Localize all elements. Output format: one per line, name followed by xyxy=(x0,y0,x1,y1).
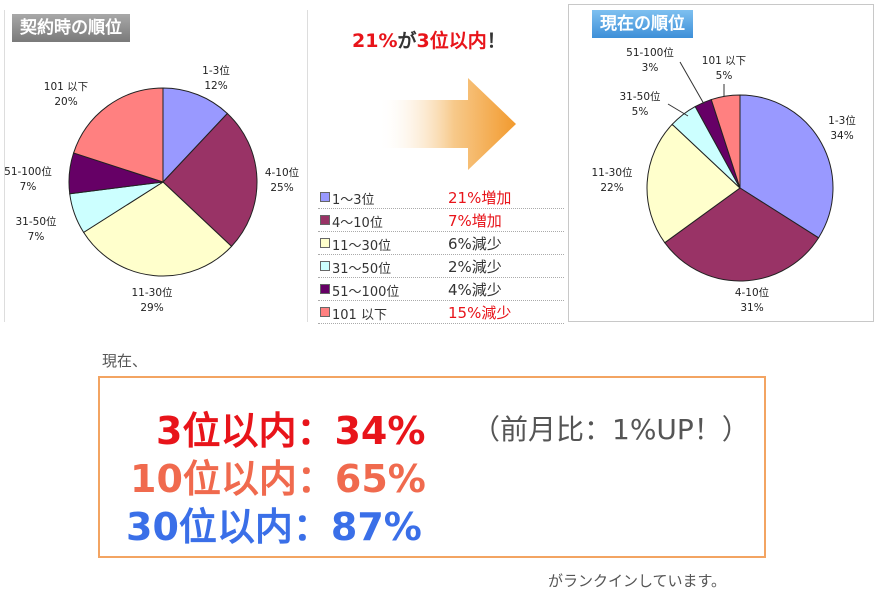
pie-slice xyxy=(82,181,233,277)
slice-label: 4-10位 xyxy=(735,286,770,299)
slice-label: 31-50位 xyxy=(619,90,661,103)
legend-swatch xyxy=(320,307,330,317)
legend-change: 7%増加 xyxy=(448,212,502,230)
slice-value-label: 3% xyxy=(642,62,659,74)
legend-change: 21%増加 xyxy=(448,189,512,207)
legend-label: 51～100位 xyxy=(332,285,400,300)
summary-top3: 3位以内：34% xyxy=(156,409,426,453)
headline-pct: 21% xyxy=(352,30,398,52)
slice-value-label: 7% xyxy=(28,231,45,243)
legend-swatch xyxy=(320,215,330,225)
legend-label: 1～3位 xyxy=(332,193,375,208)
summary-top10: 10位以内：65% xyxy=(130,457,426,501)
summary-top3-note: （前月比：1%UP！） xyxy=(472,413,750,446)
headline-mid: が xyxy=(397,30,417,52)
slice-label: 31-50位 xyxy=(15,215,57,228)
initial-rank-title: 契約時の順位 xyxy=(12,14,130,42)
legend-row: 31～50位 2%減少 xyxy=(318,255,564,278)
legend-label: 31～50位 xyxy=(332,262,392,277)
legend-change: 6%減少 xyxy=(448,235,502,253)
arrow-icon xyxy=(378,78,516,170)
pie-slice xyxy=(162,112,258,248)
pie-slice xyxy=(664,187,820,282)
legend-swatch xyxy=(320,238,330,248)
headline-rank: 3位以内 xyxy=(416,30,487,52)
slice-label: 101 以下 xyxy=(44,81,88,93)
slice-label: 101 以下 xyxy=(702,55,746,67)
leader-line xyxy=(667,103,689,117)
legend-row: 11～30位 6%減少 xyxy=(318,232,564,255)
legend-row: 1～3位 21%増加 xyxy=(318,186,564,209)
slice-label: 1-3位 xyxy=(828,114,856,127)
legend-change: 15%減少 xyxy=(448,304,512,322)
slice-value-label: 5% xyxy=(632,106,649,118)
legend-swatch xyxy=(320,192,330,202)
legend-row: 4～10位 7%増加 xyxy=(318,209,564,232)
pie-slice xyxy=(162,87,229,184)
legend-swatch xyxy=(320,261,330,271)
change-legend: 1～3位 21%増加 4～10位 7%増加 11～30位 6%減少 31～50位 2%減… xyxy=(318,186,564,324)
legend-label: 11～30位 xyxy=(332,239,392,254)
headline-end: ！ xyxy=(486,30,506,52)
pie-slice xyxy=(646,123,741,244)
slice-value-label: 34% xyxy=(830,130,853,142)
summary-footer: がランクインしています。 xyxy=(548,572,727,590)
summary-intro: 現在、 xyxy=(102,352,148,370)
leader-line xyxy=(679,61,705,105)
slice-label: 51-100位 xyxy=(626,46,674,59)
pie-slice xyxy=(739,94,834,239)
summary-top30: 30位以内：87% xyxy=(126,505,422,549)
pie-slice xyxy=(710,94,741,189)
slice-value-label: 29% xyxy=(140,302,163,314)
pie-slice xyxy=(72,87,164,183)
slice-value-label: 5% xyxy=(716,70,733,82)
slice-value-label: 22% xyxy=(600,182,623,194)
current-rank-title: 現在の順位 xyxy=(592,10,693,38)
slice-value-label: 20% xyxy=(54,96,77,108)
headline: 21%が3位以内！ xyxy=(352,26,506,53)
legend-label: 4～10位 xyxy=(332,216,383,231)
slice-label: 11-30位 xyxy=(131,286,173,299)
slice-value-label: 7% xyxy=(20,181,37,193)
slice-value-label: 12% xyxy=(204,80,227,92)
slice-label: 11-30位 xyxy=(591,166,633,179)
legend-label: 101 以下 xyxy=(332,308,387,323)
legend-change: 4%減少 xyxy=(448,281,502,299)
legend-row: 51～100位 4%減少 xyxy=(318,278,564,301)
legend-change: 2%減少 xyxy=(448,258,502,276)
legend-swatch xyxy=(320,284,330,294)
summary-box: 3位以内：34% （前月比：1%UP！） 10位以内：65% 30位以内：87% xyxy=(98,376,766,558)
slice-value-label: 31% xyxy=(740,302,763,314)
slice-label: 4-10位 xyxy=(265,166,300,179)
slice-value-label: 25% xyxy=(270,182,293,194)
slice-label: 51-100位 xyxy=(4,165,52,178)
legend-row: 101 以下 15%減少 xyxy=(318,301,564,324)
slice-label: 1-3位 xyxy=(202,64,230,77)
